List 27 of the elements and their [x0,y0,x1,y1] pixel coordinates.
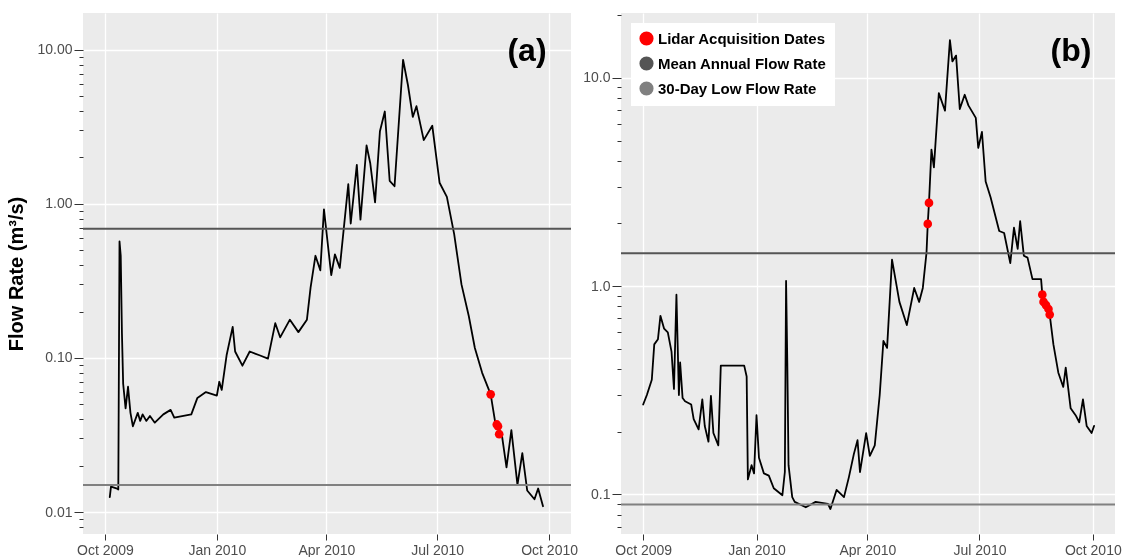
point [923,219,933,229]
x-tick-label: Oct 2009 [76,541,135,557]
x-tick-label: Jan 2010 [188,541,247,557]
legend-label: 30-Day Low Flow Rate [658,79,817,97]
x-tick-label: Apr 2010 [839,541,897,557]
x-tick-label: Jan 2010 [728,541,787,557]
legend-label: Lidar Acquisition Dates [658,29,825,47]
legend-label: Mean Annual Flow Rate [658,54,826,72]
x-tick-label: Oct 2010 [521,541,579,557]
annotation: (a) [507,32,547,68]
x-tick-label: Jul 2010 [953,541,1007,557]
x-tick-label: Oct 2010 [1064,541,1122,557]
y-tick-label: 1.00 [45,195,73,212]
point [1037,290,1047,299]
y-tick-label: 1.0 [591,277,611,294]
x-tick-label: Apr 2010 [298,541,356,557]
y-tick-label: 0.10 [45,349,73,366]
point [1045,310,1055,319]
y-tick-label: 0.1 [591,485,611,502]
y-axis-title: Flow Rate (m³/s) [5,196,28,352]
y-tick-label: 10.00 [37,41,73,58]
point [924,198,934,208]
x-tick-label: Oct 2009 [615,541,673,557]
y-tick-label: 10.0 [583,69,611,86]
x-tick-label: Jul 2010 [411,541,465,557]
annotation: (b) [1050,32,1092,68]
y-tick-label: 0.01 [45,503,73,520]
